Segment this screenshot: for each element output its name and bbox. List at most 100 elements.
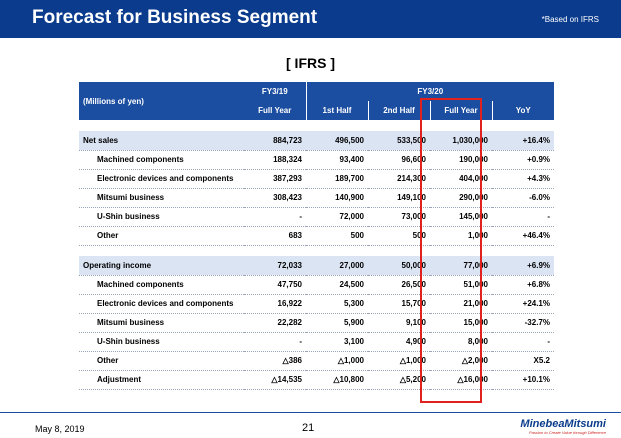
table-cell: 73,000 [368, 207, 430, 227]
col-fy20-full-year: Full Year [430, 101, 493, 120]
table-cell: 26,500 [368, 275, 430, 295]
table-cell: 27,000 [306, 256, 368, 276]
segment-forecast-table: (Millions of yen) FY3/19 FY3/20 Full Yea… [79, 82, 554, 390]
row-label: Adjustment [79, 370, 244, 390]
table-cell: 149,100 [368, 188, 430, 208]
table-cell: 190,000 [430, 150, 492, 170]
table-cell: △5,200 [368, 370, 430, 390]
table-cell: +4.3% [492, 169, 554, 189]
table-cell: △1,000 [368, 351, 430, 371]
row-label: U-Shin business [79, 207, 244, 227]
table-cell: 77,000 [430, 256, 492, 276]
table-cell: 308,423 [244, 188, 306, 208]
fy20-label: FY3/20 [306, 82, 554, 101]
footer-divider [0, 412, 621, 413]
logo-text: MinebeaMitsumi [520, 418, 606, 430]
table-cell: +16.4% [492, 131, 554, 151]
table-cell: 145,000 [430, 207, 492, 227]
row-label: Mitsumi business [79, 313, 244, 333]
row-label: U-Shin business [79, 332, 244, 352]
table-cell: - [492, 332, 554, 352]
table-cell: 1,000 [430, 226, 492, 246]
table-cell: 22,282 [244, 313, 306, 333]
table-cell: 96,600 [368, 150, 430, 170]
header-row-2: Full Year 1st Half 2nd Half Full Year Yo… [79, 101, 554, 120]
row-label: Operating income [79, 256, 244, 276]
table-cell: 47,750 [244, 275, 306, 295]
fy19-label: FY3/19 [244, 82, 307, 101]
table-cell: △16,000 [430, 370, 492, 390]
table-row: Mitsumi business 22,282 5,900 9,100 15,000 -3… [79, 313, 554, 333]
table-cell: 3,100 [306, 332, 368, 352]
row-label: Electronic devices and components [79, 169, 244, 189]
table-cell: +6.9% [492, 256, 554, 276]
table-cell: 16,922 [244, 294, 306, 314]
table-cell: 188,324 [244, 150, 306, 170]
table-cell: 404,000 [430, 169, 492, 189]
row-label: Net sales [79, 131, 244, 151]
col-second-half: 2nd Half [368, 101, 431, 120]
table-cell: - [492, 207, 554, 227]
table-cell: 5,900 [306, 313, 368, 333]
table-cell: 8,000 [430, 332, 492, 352]
table-cell: 51,000 [430, 275, 492, 295]
table-cell: +46.4% [492, 226, 554, 246]
row-label: Machined components [79, 275, 244, 295]
col-first-half: 1st Half [306, 101, 369, 120]
table-cell: 4,900 [368, 332, 430, 352]
table-cell: 5,300 [306, 294, 368, 314]
table-cell: 533,500 [368, 131, 430, 151]
table-cell: +24.1% [492, 294, 554, 314]
table-row: Mitsumi business 308,423 140,900 149,100 290… [79, 188, 554, 208]
table-cell: 140,900 [306, 188, 368, 208]
table-cell: 884,723 [244, 131, 306, 151]
table-cell: △386 [244, 351, 306, 371]
table-row: Other △386 △1,000 △1,000 △2,000 X5.2 [79, 351, 554, 371]
table-cell: 500 [368, 226, 430, 246]
table-cell: X5.2 [492, 351, 554, 371]
table-row: Electronic devices and components 16,922 5… [79, 294, 554, 314]
table-cell: -6.0% [492, 188, 554, 208]
row-label: Machined components [79, 150, 244, 170]
table-cell: 387,293 [244, 169, 306, 189]
table-cell: 93,400 [306, 150, 368, 170]
table-cell: -32.7% [492, 313, 554, 333]
row-label: Other [79, 351, 244, 371]
operating-income-total-row: Operating income 72,033 27,000 50,000 77,000… [79, 256, 554, 276]
table-row: Machined components 188,324 93,400 96,600 19… [79, 150, 554, 170]
row-label: Other [79, 226, 244, 246]
table-cell: 21,000 [430, 294, 492, 314]
row-label: Electronic devices and components [79, 294, 244, 314]
table-cell: △14,535 [244, 370, 306, 390]
table-cell: +6.8% [492, 275, 554, 295]
table-cell: 9,100 [368, 313, 430, 333]
table-row: Machined components 47,750 24,500 26,500 51,… [79, 275, 554, 295]
table-cell: 290,000 [430, 188, 492, 208]
table-cell: △1,000 [306, 351, 368, 371]
table-cell: +0.9% [492, 150, 554, 170]
table-row: U-Shin business -3,100 4,900 8,000- [79, 332, 554, 352]
col-yoy: YoY [492, 101, 554, 120]
table-cell: 15,700 [368, 294, 430, 314]
table-cell: - [244, 207, 306, 227]
table-cell: 496,500 [306, 131, 368, 151]
ifrs-subtitle: [ IFRS ] [286, 55, 335, 71]
table-row: Adjustment △14,535 △10,800 △5,200 △16,000 +10… [79, 370, 554, 390]
table-cell: - [244, 332, 306, 352]
spacer-row [79, 245, 554, 256]
header-bar [0, 0, 621, 38]
page-number: 21 [302, 422, 315, 434]
table-row: Other 683 500 500 1,000 +46.4% [79, 226, 554, 246]
footer-date: May 8, 2019 [35, 424, 85, 434]
table-cell: 214,300 [368, 169, 430, 189]
row-label: Mitsumi business [79, 188, 244, 208]
company-logo: MinebeaMitsumi Passion to Create Value t… [520, 418, 606, 435]
unit-label: (Millions of yen) [79, 82, 244, 120]
table-row: U-Shin business -72,000 73,000 145,000- [79, 207, 554, 227]
table-cell: 72,000 [306, 207, 368, 227]
ifrs-note: *Based on IFRS [541, 15, 599, 24]
page-title: Forecast for Business Segment [32, 7, 318, 28]
col-fy19-full-year: Full Year [244, 101, 307, 120]
table-cell: 500 [306, 226, 368, 246]
table-cell: 24,500 [306, 275, 368, 295]
